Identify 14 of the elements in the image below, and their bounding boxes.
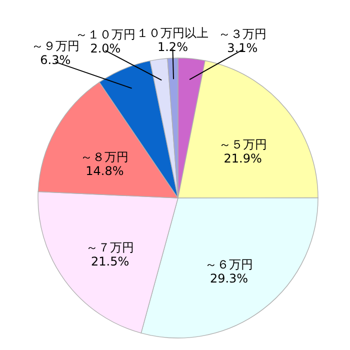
slice-label: ～６万円: [205, 258, 254, 272]
data-label: 21.5%: [91, 254, 130, 268]
data-label: 21.9%: [224, 152, 262, 166]
slice-label: １０万円以上: [136, 26, 209, 40]
data-label: 14.8%: [86, 164, 124, 178]
slice-label: ～３万円: [218, 26, 266, 41]
data-label: 1.2%: [157, 40, 188, 54]
slice-label: ～５万円: [218, 138, 267, 152]
slice-label: ～７万円: [86, 240, 134, 254]
data-label: 6.3%: [40, 52, 71, 67]
data-label: 3.1%: [227, 40, 258, 55]
slice-label: ～８万円: [80, 150, 129, 164]
data-label: 2.0%: [90, 42, 121, 56]
data-label: 29.3%: [210, 272, 248, 286]
